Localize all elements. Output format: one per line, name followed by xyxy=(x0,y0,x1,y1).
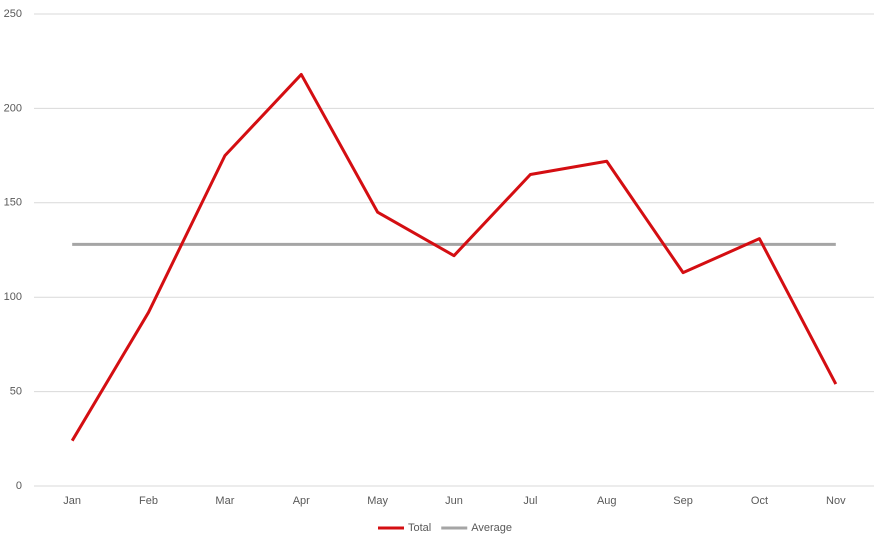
y-tick-label: 200 xyxy=(4,102,22,114)
x-tick-label: Feb xyxy=(139,495,158,507)
legend-label: Total xyxy=(408,522,431,534)
x-tick-label: Jan xyxy=(63,495,81,507)
y-tick-label: 250 xyxy=(4,8,22,20)
series-line xyxy=(70,72,838,442)
x-tick-label: May xyxy=(367,495,388,507)
x-tick-label: Nov xyxy=(826,495,846,507)
y-tick-label: 50 xyxy=(10,386,22,398)
y-tick-label: 100 xyxy=(4,291,22,303)
x-tick-label: Jul xyxy=(523,495,537,507)
x-tick-label: Sep xyxy=(673,495,693,507)
y-tick-label: 150 xyxy=(4,197,22,209)
x-tick-label: Mar xyxy=(215,495,234,507)
y-tick-label: 0 xyxy=(16,480,22,492)
x-tick-label: Apr xyxy=(293,495,310,507)
x-tick-label: Aug xyxy=(597,495,617,507)
x-tick-label: Oct xyxy=(751,495,768,507)
legend-label: Average xyxy=(471,522,512,534)
x-tick-label: Jun xyxy=(445,495,463,507)
